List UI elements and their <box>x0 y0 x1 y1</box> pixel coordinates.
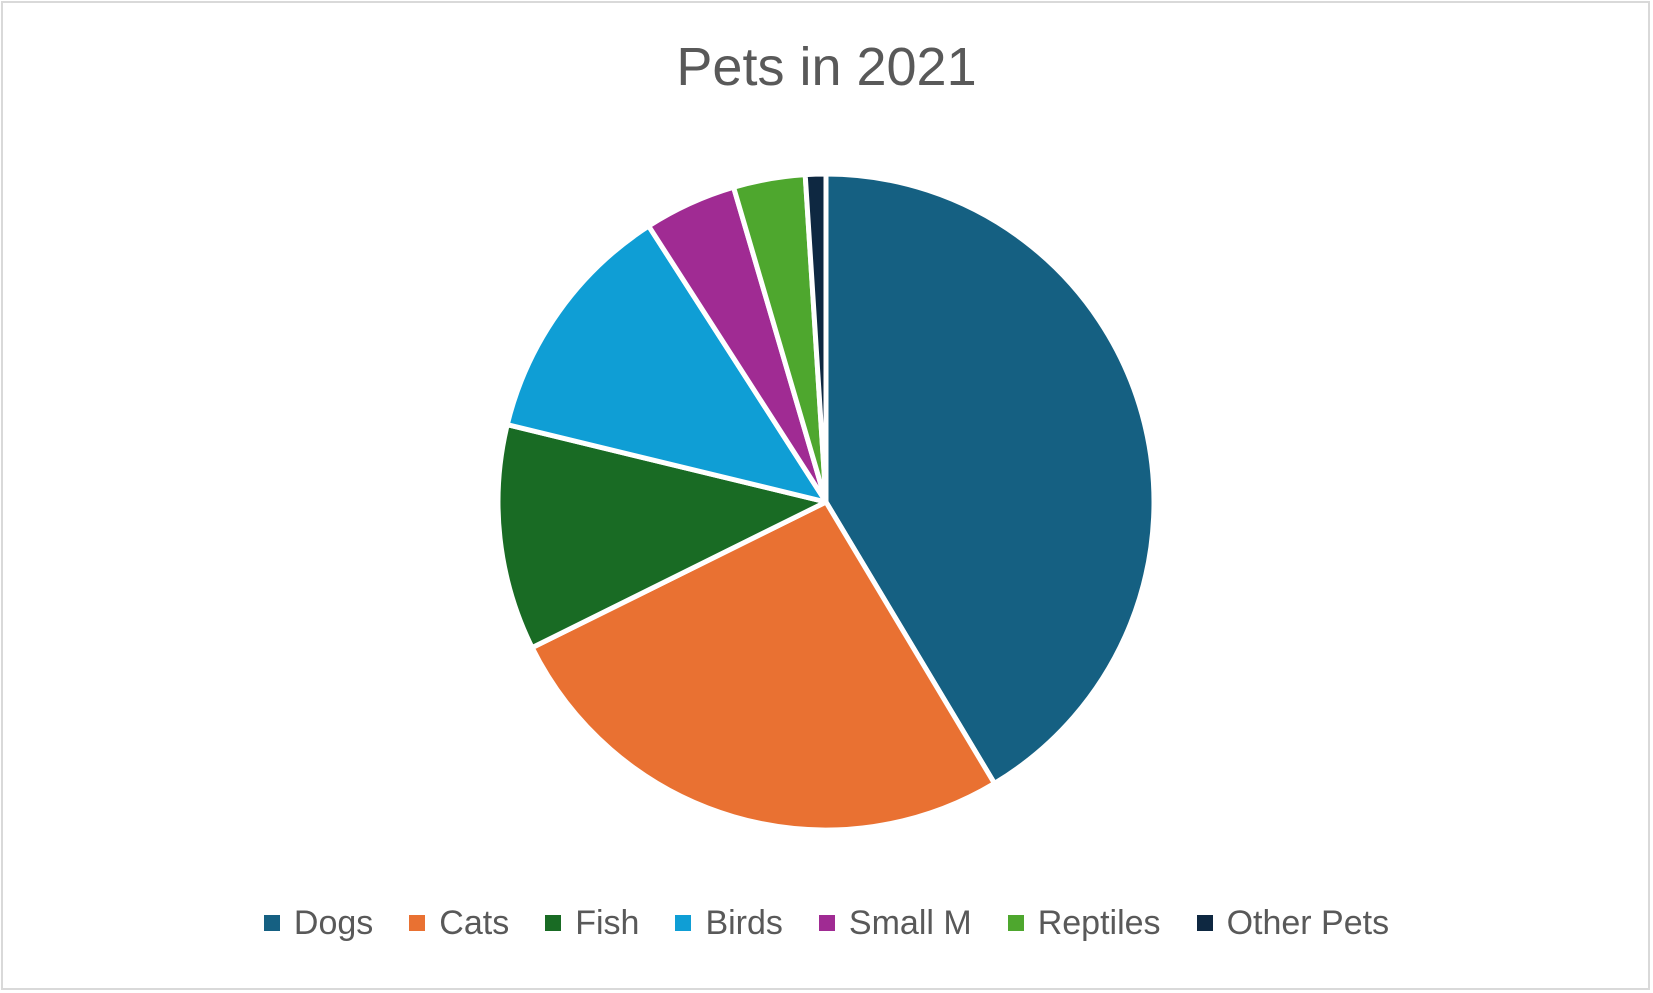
legend-label: Other Pets <box>1226 903 1390 942</box>
legend-swatch <box>409 915 426 931</box>
pie-slice-dogs[interactable] <box>823 171 1157 786</box>
pie-slice-birds[interactable] <box>504 223 829 505</box>
legend-item-small-m[interactable]: Small M <box>818 903 972 943</box>
pie-slice-other-pets[interactable] <box>802 171 829 505</box>
legend-label: Cats <box>439 903 510 942</box>
pie-slice-fish[interactable] <box>495 422 829 651</box>
legend-swatch <box>1007 915 1024 931</box>
legend-swatch <box>818 915 835 931</box>
legend-label: Small M <box>848 903 972 942</box>
legend-label: Fish <box>575 903 640 942</box>
chart-legend: Dogs Cats Fish Birds Small M Reptiles Other Pe… <box>0 898 1653 948</box>
legend-label: Birds <box>705 903 783 942</box>
legend-item-cats[interactable]: Cats <box>409 904 509 943</box>
legend-item-reptiles[interactable]: Reptiles <box>1007 903 1161 943</box>
pie-slice-cats[interactable] <box>529 499 997 833</box>
chart-title: Pets in 2021 <box>676 37 977 97</box>
legend-item-fish[interactable]: Fish <box>545 904 639 943</box>
legend-item-dogs[interactable]: Dogs <box>263 903 374 943</box>
legend-item-birds[interactable]: Birds <box>675 903 783 943</box>
legend-label: Reptiles <box>1037 903 1161 942</box>
legend-swatch <box>1196 915 1213 931</box>
legend-item-other-pets[interactable]: Other Pets <box>1196 903 1390 943</box>
legend-swatch <box>675 915 692 931</box>
legend-swatch <box>263 915 280 931</box>
legend-swatch <box>545 915 562 931</box>
legend-label: Dogs <box>293 903 374 942</box>
